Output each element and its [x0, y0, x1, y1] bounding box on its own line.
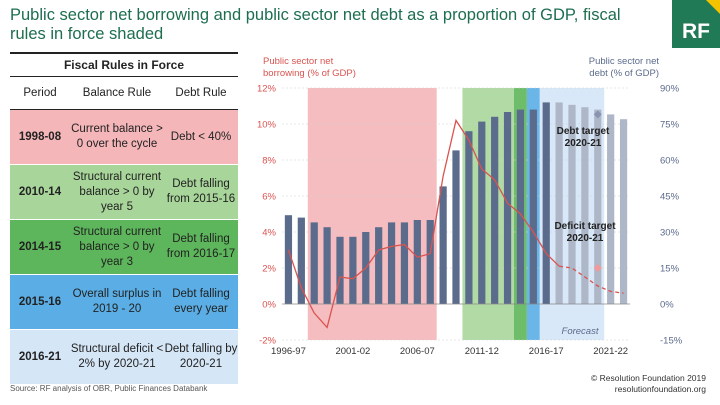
- borrowing-debt-chart: 12% 10% 8% 6% 4% 2% 0% -2% 90% 75% 60% 45% 30% 15% 0% -…: [257, 56, 683, 357]
- x-tick-label: 1996-97: [271, 346, 306, 357]
- x-tick-label: 2016-17: [529, 346, 564, 357]
- debt-target-label: Debt target: [557, 126, 610, 137]
- fiscal-rules-table: Fiscal Rules in Force Period Balance Rul…: [10, 52, 238, 385]
- x-tick-label: 2011-12: [465, 346, 499, 357]
- debt-bar: [516, 109, 525, 304]
- left-tick-label: 6%: [262, 192, 276, 203]
- debt-bar: [594, 109, 602, 304]
- debt-target-year: 2020-21: [565, 138, 602, 149]
- right-tick-label: 60%: [660, 156, 680, 167]
- borrowing-line: [287, 118, 560, 329]
- deficit-target-label: Deficit target: [554, 221, 616, 232]
- chart-title: Public sector net borrowing and public s…: [10, 6, 621, 43]
- forecast-label: Forecast: [562, 326, 599, 337]
- debt-bar: [491, 116, 499, 304]
- debt-target-marker: [593, 110, 602, 119]
- left-tick-label: -2%: [259, 336, 276, 347]
- deficit-target-marker: [593, 264, 602, 272]
- x-tick-label: 2006-07: [400, 346, 435, 357]
- debt-bar: [310, 222, 318, 304]
- source-note: Source: RF analysis of OBR, Public Finan…: [10, 384, 208, 393]
- debt-bar: [400, 222, 409, 304]
- website: resolutionfoundation.org: [614, 384, 706, 394]
- right-axis-title-line2: debt (% of GDP): [589, 68, 659, 79]
- copyright: © Resolution Foundation 2019: [591, 373, 706, 383]
- debt-bar: [413, 220, 421, 304]
- row-debt-rule: Debt falling by 2020-21: [164, 343, 238, 370]
- debt-bar: [323, 227, 331, 304]
- table-title: Fiscal Rules in Force: [10, 52, 238, 77]
- debt-bar: [387, 222, 396, 304]
- row-period: 2016-21: [18, 350, 62, 363]
- debt-bar: [542, 102, 550, 305]
- row-balance-rule: Structural current balance > 0 by year 3: [72, 225, 162, 268]
- left-tick-label: 2%: [262, 264, 276, 275]
- debt-bar: [503, 112, 512, 304]
- right-tick-label: 45%: [660, 192, 680, 203]
- copyright-block: © Resolution Foundation 2019 resolutionf…: [591, 373, 706, 395]
- debt-bar: [439, 186, 447, 304]
- debt-bar: [529, 109, 537, 304]
- table-header: Period Balance Rule Debt Rule: [10, 77, 238, 110]
- debt-bar: [581, 107, 589, 304]
- row-period: 2014-15: [18, 240, 62, 253]
- rf-logo: RF: [672, 0, 720, 48]
- row-balance-rule: Structural deficit < 2% by 2020-21: [70, 343, 164, 370]
- row-debt-rule: Debt falling from 2015-16: [166, 178, 236, 205]
- left-tick-label: 4%: [262, 228, 276, 239]
- borrowing-forecast-line: [559, 265, 624, 294]
- right-tick-label: 75%: [660, 120, 680, 131]
- header-balance-rule: Balance Rule: [82, 87, 152, 99]
- header-period: Period: [23, 87, 57, 99]
- row-debt-rule: Debt < 40%: [170, 130, 232, 143]
- left-tick-label: 10%: [257, 120, 277, 131]
- logo-corner-accent: [706, 0, 720, 14]
- debt-bar: [336, 236, 344, 304]
- row-period: 2010-14: [18, 185, 62, 198]
- debt-bar: [426, 220, 434, 304]
- left-axis-title-line2: borrowing (% of GDP): [263, 68, 356, 79]
- left-tick-label: 8%: [262, 156, 276, 167]
- right-tick-label: 90%: [660, 84, 680, 95]
- row-debt-rule: Debt falling from 2016-17: [166, 233, 236, 260]
- deficit-target-year: 2020-21: [567, 233, 604, 244]
- left-tick-label: 12%: [257, 84, 277, 95]
- header-debt-rule: Debt Rule: [175, 87, 227, 99]
- table-row: 1998-08 Current balance > 0 over the cyc…: [10, 110, 238, 165]
- left-axis-title-line1: Public sector net: [263, 56, 334, 67]
- right-tick-label: 30%: [660, 228, 680, 239]
- table-row: 2016-21 Structural deficit < 2% by 2020-…: [10, 330, 238, 385]
- x-tick-label: 2001-02: [335, 346, 370, 357]
- x-tick-label: 2021-22: [593, 346, 628, 357]
- row-debt-rule: Debt falling every year: [172, 288, 230, 315]
- right-tick-label: 15%: [660, 264, 680, 275]
- debt-bar: [452, 150, 460, 304]
- row-balance-rule: Current balance > 0 over the cycle: [71, 123, 163, 150]
- table-row: 2010-14 Structural current balance > 0 b…: [10, 165, 238, 220]
- right-tick-label: 0%: [660, 300, 674, 311]
- right-axis-title-line1: Public sector net: [589, 56, 660, 67]
- table-row: 2014-15 Structural current balance > 0 b…: [10, 220, 238, 275]
- table-row: 2015-16 Overall surplus in 2019 - 20 Deb…: [10, 275, 238, 330]
- row-period: 1998-08: [18, 130, 62, 143]
- logo-text: RF: [682, 20, 710, 43]
- debt-bar: [349, 236, 357, 304]
- debt-bar: [465, 131, 473, 304]
- debt-bar: [478, 121, 486, 304]
- right-tick-label: -15%: [660, 336, 683, 347]
- debt-bar: [297, 217, 305, 304]
- debt-bar: [375, 227, 383, 304]
- row-balance-rule: Structural current balance > 0 by year 5: [72, 170, 162, 213]
- debt-bar: [607, 114, 615, 305]
- debt-bar: [619, 119, 628, 304]
- debt-bar: [284, 215, 293, 304]
- row-period: 2015-16: [18, 295, 62, 308]
- debt-bar: [555, 102, 563, 305]
- left-tick-label: 0%: [262, 300, 276, 311]
- row-balance-rule: Overall surplus in 2019 - 20: [72, 288, 162, 315]
- debt-bar: [568, 104, 576, 304]
